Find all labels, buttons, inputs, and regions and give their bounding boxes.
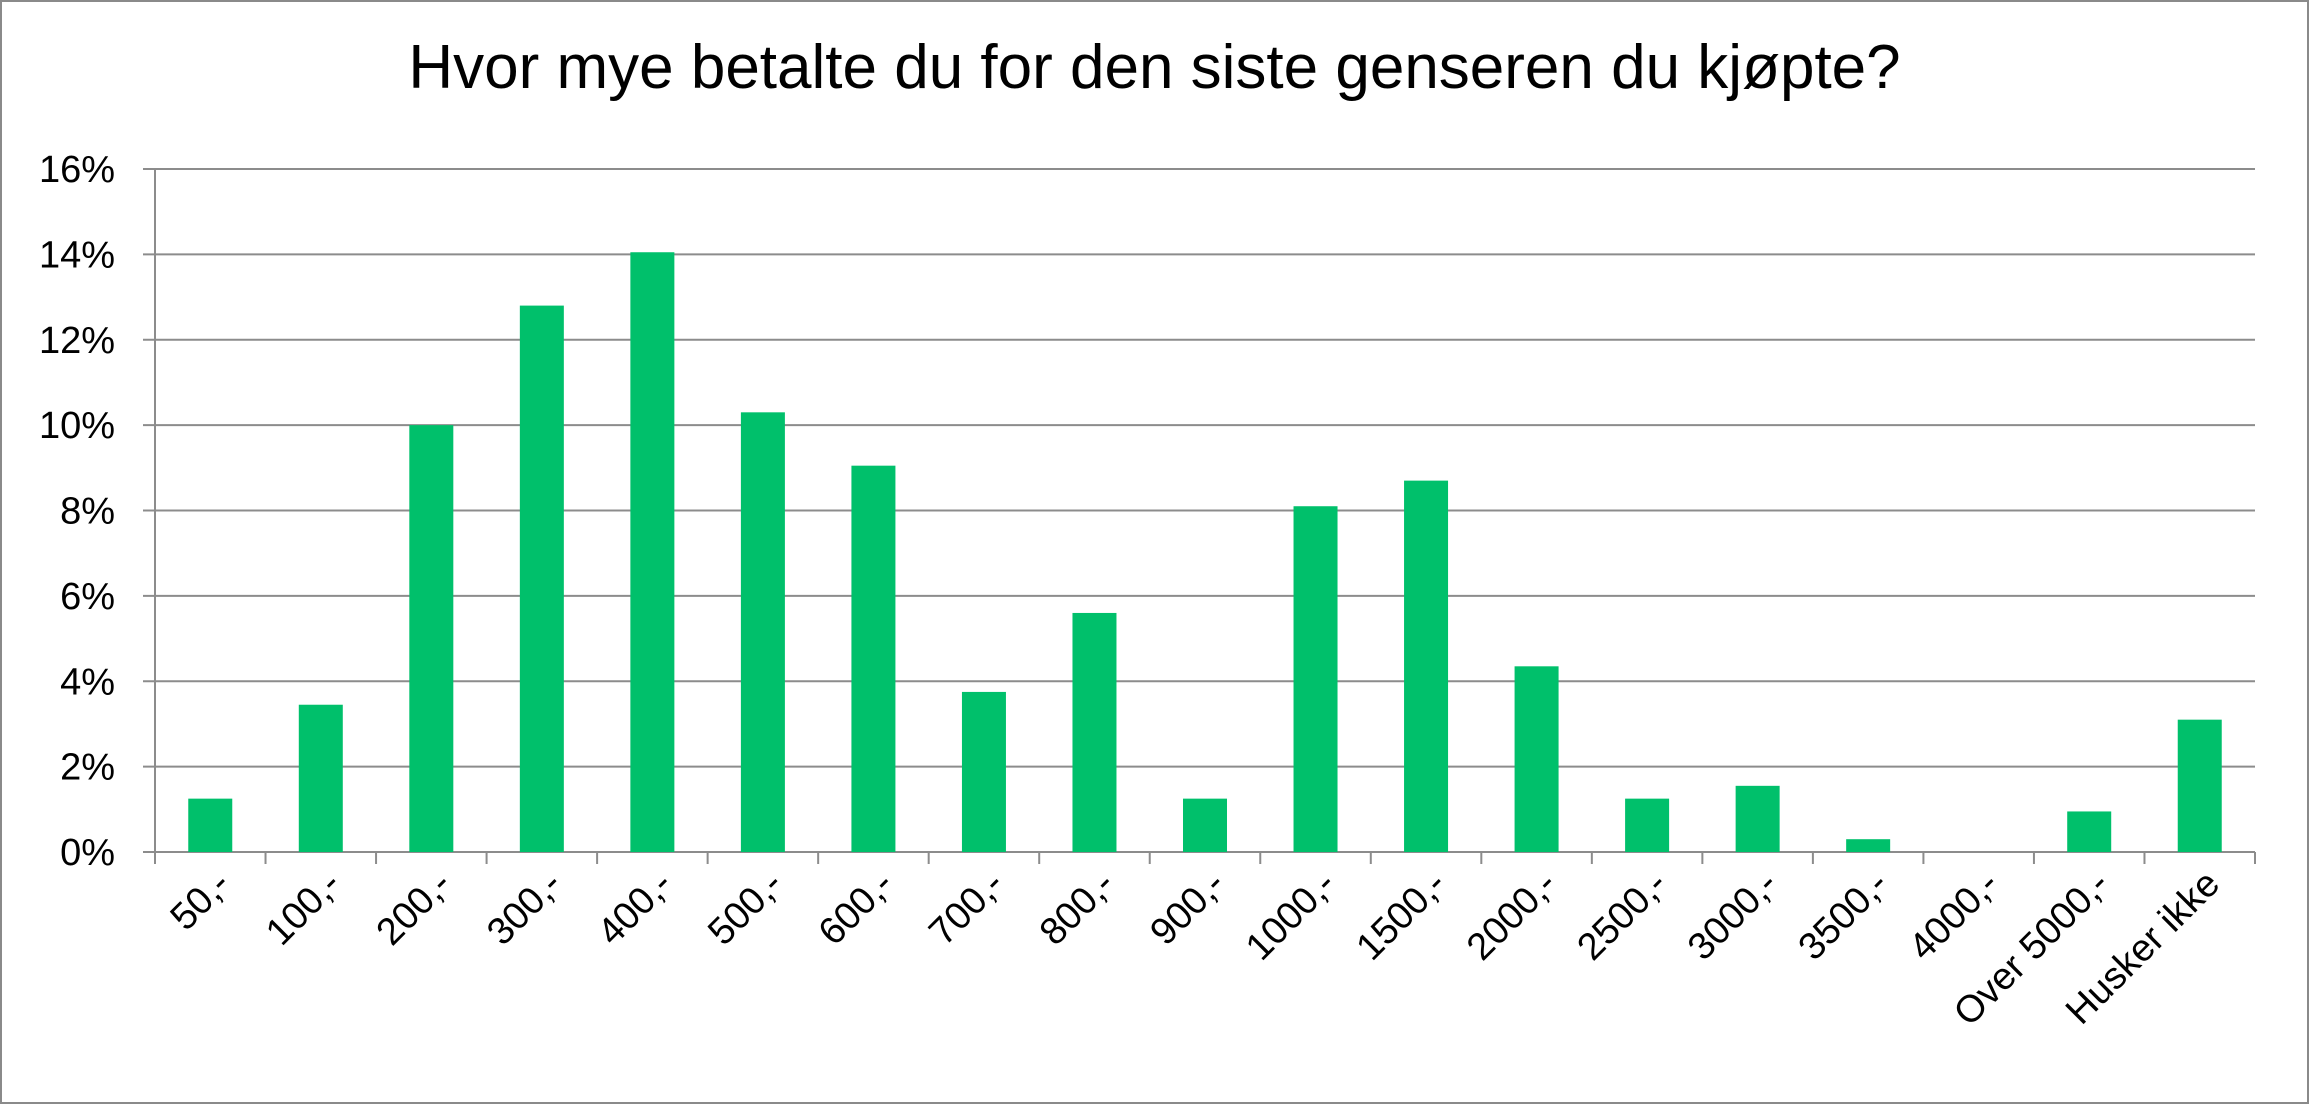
x-category-label: 800,- xyxy=(1032,863,1123,954)
bar xyxy=(519,305,564,853)
bar xyxy=(1514,666,1559,852)
x-category-label: 2500,- xyxy=(1570,863,1676,969)
y-tick-label: 2% xyxy=(60,747,115,789)
bar xyxy=(409,425,454,852)
y-tick-label: 4% xyxy=(60,661,115,703)
y-tick-label: 10% xyxy=(39,405,115,447)
axes xyxy=(143,168,2256,864)
bar xyxy=(961,691,1006,852)
bar xyxy=(1072,612,1117,852)
x-category-label: 600,- xyxy=(811,863,902,954)
y-tick-label: 6% xyxy=(60,576,115,618)
x-category-label: 3500,- xyxy=(1791,863,1897,969)
axis-labels: 0% 2% 4% 6% 8% 10% 12% 14% 16% 50,- 100,- 200,- 300,… xyxy=(39,149,2228,1034)
bar xyxy=(1735,785,1780,852)
bars xyxy=(188,252,2222,853)
y-tick-label: 8% xyxy=(60,491,115,533)
y-tick-label: 16% xyxy=(39,149,115,191)
x-category-label: 3000,- xyxy=(1680,863,1786,969)
x-category-label: 1500,- xyxy=(1349,863,1455,969)
x-category-label: 200,- xyxy=(369,863,460,954)
x-category-label: 1000,- xyxy=(1238,863,1344,969)
x-category-label: 50,- xyxy=(163,863,239,939)
x-category-label: 700,- xyxy=(921,863,1012,954)
y-tick-label: 0% xyxy=(60,832,115,874)
bar xyxy=(1404,480,1449,852)
bar xyxy=(188,798,233,852)
gridlines xyxy=(155,168,2255,768)
x-category-label: 4000,- xyxy=(1901,863,2007,969)
bar xyxy=(1625,798,1670,852)
bar xyxy=(630,252,675,853)
x-category-label: 2000,- xyxy=(1459,863,1565,969)
x-category-label: 100,- xyxy=(258,863,349,954)
bar xyxy=(2177,719,2222,852)
bar xyxy=(1183,798,1227,852)
bar xyxy=(740,412,785,852)
x-category-label: 400,- xyxy=(590,863,681,954)
x-category-label: 900,- xyxy=(1142,863,1233,954)
x-category-label: 300,- xyxy=(479,863,570,954)
bar xyxy=(1846,839,1891,852)
bar xyxy=(298,704,343,852)
x-category-label: 500,- xyxy=(700,863,791,954)
chart-title: Hvor mye betalte du for den siste genser… xyxy=(408,33,1901,102)
bar xyxy=(2067,811,2112,852)
y-tick-label: 14% xyxy=(39,234,115,276)
y-tick-label: 12% xyxy=(39,320,115,362)
bar xyxy=(1293,506,1338,852)
bar xyxy=(851,465,896,852)
